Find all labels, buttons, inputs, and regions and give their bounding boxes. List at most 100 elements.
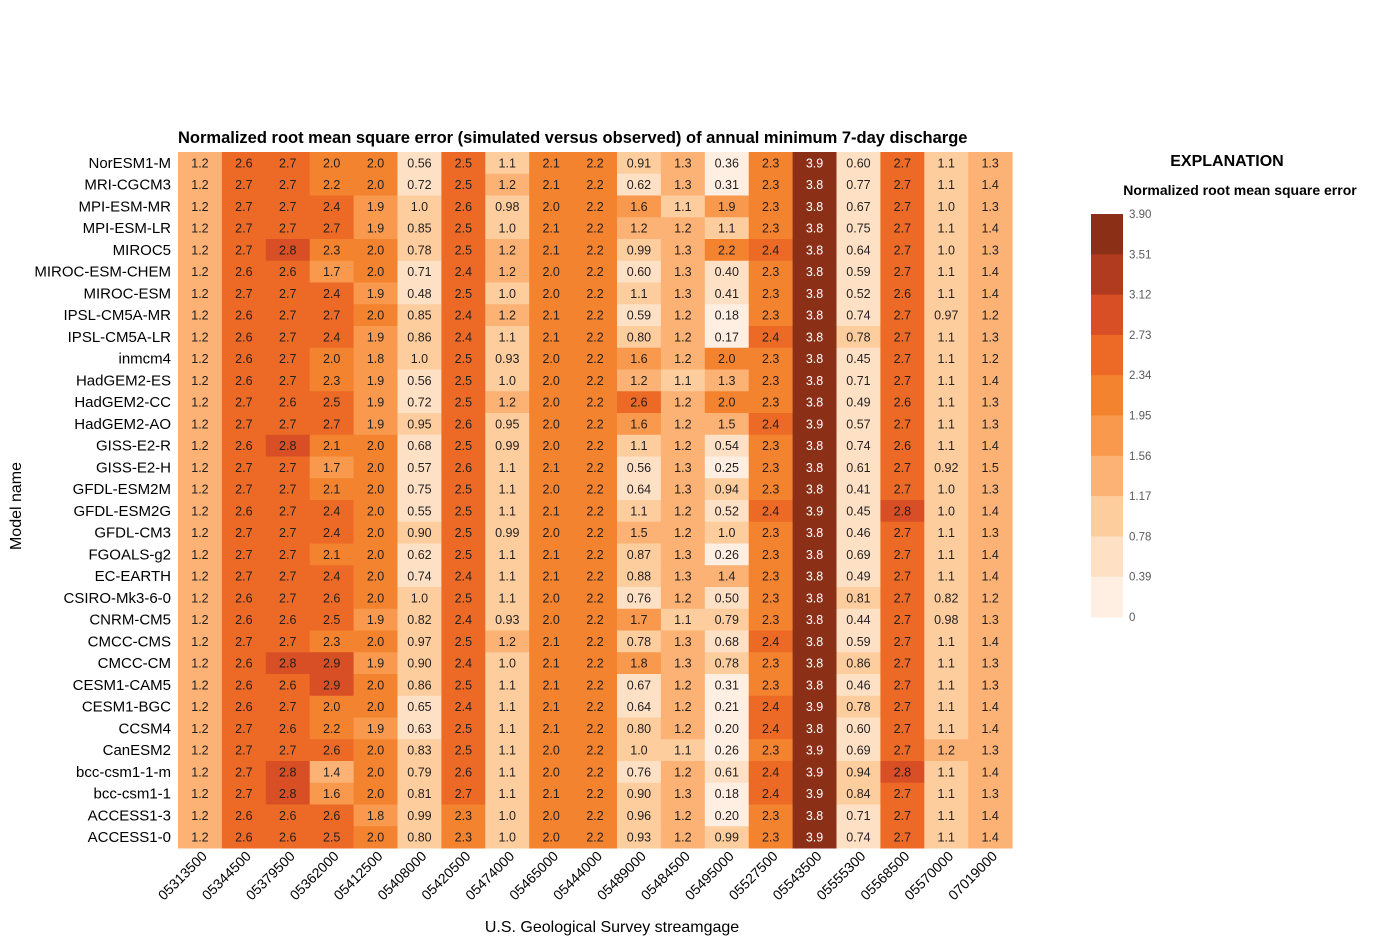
heatmap-cell — [221, 173, 267, 196]
row-label: bcc-csm1-1 — [93, 786, 171, 803]
cell-value-label: 1.2 — [674, 809, 691, 823]
cell-value-label: 2.6 — [279, 396, 296, 410]
cell-value-label: 2.2 — [586, 374, 603, 388]
heatmap-cell — [221, 369, 267, 392]
heatmap-cell — [178, 152, 223, 175]
heatmap-cell — [441, 543, 486, 566]
cell-value-label: 2.3 — [762, 178, 779, 192]
heatmap-cell — [792, 347, 837, 370]
cell-value-label: 2.0 — [542, 809, 559, 823]
heatmap-cell — [792, 782, 837, 805]
cell-value-label: 1.1 — [938, 439, 955, 453]
cell-value-label: 2.5 — [455, 744, 472, 758]
heatmap-cell — [309, 347, 355, 370]
cell-value-label: 2.7 — [279, 461, 296, 475]
cell-value-label: 0.85 — [407, 309, 431, 323]
heatmap-cell — [397, 674, 442, 697]
cell-value-label: 2.6 — [235, 700, 252, 714]
cell-value-label: 1.3 — [981, 678, 998, 692]
cell-value-label: 0.86 — [407, 678, 431, 692]
cell-value-label: 1.1 — [499, 744, 516, 758]
cell-value-label: 1.4 — [981, 265, 998, 279]
heatmap-cell — [573, 739, 618, 762]
heatmap-cell — [968, 739, 1013, 762]
cell-value-label: 2.7 — [455, 787, 472, 801]
legend-swatch — [1091, 375, 1123, 416]
heatmap-cell — [924, 304, 969, 327]
heatmap-cell — [529, 521, 574, 544]
heatmap-cell — [309, 826, 355, 849]
heatmap-cell — [221, 565, 267, 588]
heatmap-cell — [704, 304, 750, 327]
legend-tick-label: 3.51 — [1129, 249, 1151, 261]
heatmap-cell — [178, 761, 223, 784]
heatmap-cell — [397, 587, 442, 610]
cell-value-label: 1.3 — [718, 374, 735, 388]
heatmap-cell — [221, 413, 267, 436]
cell-value-label: 3.8 — [806, 352, 823, 366]
heatmap-cell — [617, 761, 662, 784]
cell-value-label: 2.3 — [762, 591, 779, 605]
heatmap-cell — [573, 565, 618, 588]
heatmap-cell — [485, 152, 530, 175]
cell-value-label: 3.8 — [806, 809, 823, 823]
cell-value-label: 2.0 — [367, 483, 384, 497]
heatmap-cell — [441, 717, 486, 740]
cell-value-label: 2.7 — [894, 352, 911, 366]
cell-value-label: 2.6 — [235, 156, 252, 170]
heatmap-cell — [265, 565, 311, 588]
heatmap-cell — [485, 304, 530, 327]
cell-value-label: 2.7 — [279, 526, 296, 540]
cell-value-label: 2.7 — [279, 330, 296, 344]
heatmap-cell — [441, 674, 486, 697]
heatmap-cell — [529, 195, 574, 218]
cell-value-label: 1.1 — [938, 330, 955, 344]
heatmap-cell — [178, 347, 223, 370]
cell-value-label: 2.2 — [586, 504, 603, 518]
x-axis-title: U.S. Geological Survey streamgage — [485, 919, 739, 936]
legend-tick-label: 0.39 — [1129, 572, 1151, 584]
heatmap-cell — [485, 608, 530, 631]
heatmap-cell — [397, 304, 442, 327]
heatmap-cell — [617, 239, 662, 262]
cell-value-label: 1.1 — [630, 439, 647, 453]
cell-value-label: 0.26 — [715, 744, 739, 758]
cell-value-label: 2.6 — [235, 613, 252, 627]
heatmap-cell — [660, 826, 706, 849]
row-label: MIROC5 — [113, 242, 171, 259]
cell-value-label: 1.2 — [191, 265, 208, 279]
heatmap-cell — [836, 761, 881, 784]
cell-value-label: 2.5 — [455, 222, 472, 236]
heatmap-cell — [880, 413, 925, 436]
heatmap-cell — [880, 521, 925, 544]
heatmap-cell — [968, 695, 1013, 718]
cell-value-label: 2.5 — [455, 156, 472, 170]
cell-value-label: 0.62 — [407, 548, 431, 562]
cell-value-label: 1.2 — [191, 504, 208, 518]
heatmap-cell — [309, 782, 355, 805]
row-label: GFDL-ESM2M — [73, 481, 171, 498]
heatmap-cell — [441, 195, 486, 218]
cell-value-label: 2.4 — [323, 526, 340, 540]
cell-value-label: 0.52 — [715, 504, 739, 518]
cell-value-label: 2.6 — [279, 831, 296, 845]
cell-value-label: 1.1 — [938, 417, 955, 431]
heatmap-cell — [924, 739, 969, 762]
cell-value-label: 0.45 — [846, 352, 870, 366]
cell-value-label: 2.2 — [586, 700, 603, 714]
heatmap-cell — [529, 282, 574, 305]
heatmap-cell — [529, 695, 574, 718]
cell-value-label: 3.9 — [806, 504, 823, 518]
heatmap-cell — [748, 217, 794, 240]
cell-value-label: 1.2 — [191, 156, 208, 170]
cell-value-label: 1.0 — [718, 526, 735, 540]
cell-value-label: 1.1 — [499, 483, 516, 497]
heatmap-cell — [880, 608, 925, 631]
heatmap-cell — [924, 456, 969, 479]
cell-value-label: 1.6 — [630, 417, 647, 431]
cell-value-label: 1.2 — [938, 744, 955, 758]
cell-value-label: 1.9 — [367, 657, 384, 671]
heatmap-cell — [748, 434, 794, 457]
cell-value-label: 0.31 — [715, 178, 739, 192]
row-label: ACCESS1-3 — [88, 807, 171, 824]
